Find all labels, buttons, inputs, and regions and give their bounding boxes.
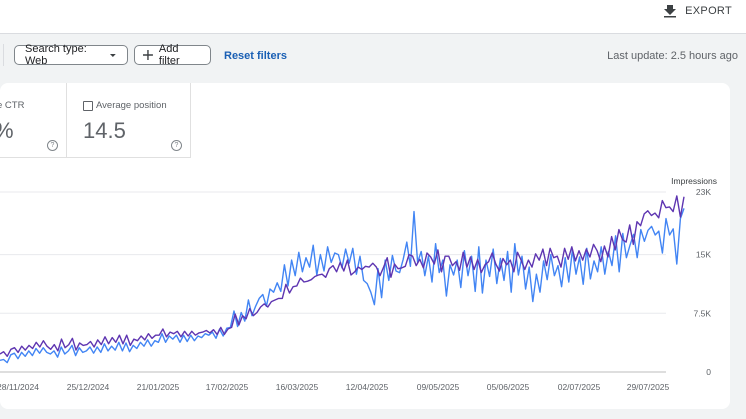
download-icon (664, 5, 677, 18)
x-tick-label: 29/07/2025 (627, 382, 670, 392)
y-tick-label: 0 (706, 367, 711, 377)
search-type-label: Search type: Web (25, 43, 87, 67)
x-tick-label: 21/01/2025 (137, 382, 180, 392)
metric-position-label: Average position (96, 100, 167, 111)
x-tick-label: 02/07/2025 (558, 382, 601, 392)
x-tick-label: 17/02/2025 (206, 382, 249, 392)
x-tick-label: 25/12/2024 (67, 382, 110, 392)
metric-ctr-value: % (0, 118, 14, 144)
dropdown-arrow-icon (110, 53, 117, 57)
metric-position-value: 14.5 (83, 118, 126, 143)
search-type-dropdown[interactable]: Search type: Web (14, 43, 128, 67)
metric-ctr[interactable]: e CTR % ? (0, 83, 67, 158)
y-tick-label: 15K (696, 250, 711, 260)
x-tick-label: 05/06/2025 (487, 382, 530, 392)
series-line-impressions (0, 195, 685, 357)
y-tick-label: 23K (696, 187, 711, 197)
x-tick-label: 16/03/2025 (276, 382, 319, 392)
export-label: EXPORT (685, 5, 732, 17)
help-icon[interactable]: ? (171, 140, 182, 151)
add-filter-label: Add filter (158, 43, 180, 67)
export-button[interactable]: EXPORT (663, 4, 732, 18)
performance-card: e CTR % ? Average position 14.5 ? 0 7.5K 1… (0, 83, 730, 409)
metric-ctr-label: e CTR (0, 100, 25, 111)
toolbar-divider (3, 44, 4, 66)
reset-filters-link[interactable]: Reset filters (224, 50, 287, 62)
x-tick-label: 09/05/2025 (417, 382, 460, 392)
series-line-clicks (0, 208, 685, 364)
x-tick-label: 28/11/2024 (0, 382, 39, 392)
y-axis-title: Impressions (671, 176, 717, 186)
last-update-text: Last update: 2.5 hours ago (607, 50, 738, 62)
metric-average-position[interactable]: Average position 14.5 ? (67, 83, 191, 158)
add-filter-button[interactable]: Add filter (134, 43, 211, 67)
top-bar: EXPORT (0, 0, 746, 34)
plus-icon (143, 50, 153, 60)
checkbox-icon[interactable] (83, 101, 93, 111)
help-icon[interactable]: ? (47, 140, 58, 151)
y-tick-label: 7.5K (694, 308, 712, 318)
x-tick-label: 12/04/2025 (346, 382, 389, 392)
